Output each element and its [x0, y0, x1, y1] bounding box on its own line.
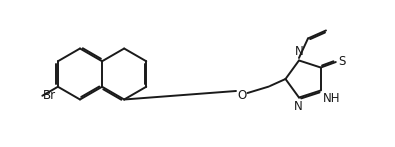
- Text: N: N: [295, 45, 303, 58]
- Text: N: N: [293, 100, 302, 113]
- Text: Br: Br: [43, 89, 56, 102]
- Text: S: S: [338, 55, 346, 67]
- Text: NH: NH: [323, 92, 340, 105]
- Text: O: O: [237, 88, 246, 101]
